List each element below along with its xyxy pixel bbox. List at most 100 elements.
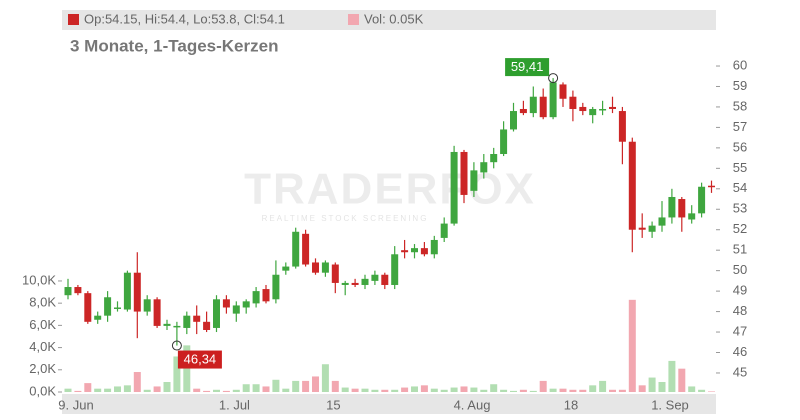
candle-body bbox=[292, 231, 300, 267]
candle-body bbox=[282, 266, 290, 271]
volume-bar bbox=[589, 385, 597, 392]
candle-body bbox=[658, 217, 666, 226]
candle-body bbox=[193, 315, 201, 322]
candle-body bbox=[618, 111, 626, 142]
candle-body bbox=[391, 254, 399, 285]
candle-body bbox=[411, 248, 418, 253]
candle-body bbox=[450, 151, 458, 224]
candle-layer bbox=[64, 78, 715, 346]
volume-bar bbox=[391, 389, 399, 392]
x-tick-label: 1. Sep bbox=[651, 397, 689, 412]
annotation-label: 46,34 bbox=[184, 351, 217, 366]
volume-bar bbox=[331, 380, 339, 392]
y-tick-label: 56 bbox=[733, 139, 747, 154]
candle-body bbox=[64, 287, 72, 296]
volume-bar bbox=[242, 384, 250, 392]
volume-bar bbox=[312, 376, 319, 392]
volume-bar bbox=[470, 387, 478, 392]
volume-bar bbox=[74, 390, 82, 392]
volume-bar bbox=[361, 388, 369, 392]
candle-body bbox=[232, 305, 240, 314]
candle-body bbox=[401, 250, 409, 253]
volume-bar bbox=[222, 390, 230, 392]
candle-body bbox=[609, 106, 616, 109]
y-tick-label: 58 bbox=[733, 98, 747, 113]
annotation-marker bbox=[548, 73, 559, 84]
annotation-box bbox=[505, 58, 550, 77]
subtitle: 3 Monate, 1-Tages-Kerzen bbox=[70, 36, 278, 55]
x-axis-bar bbox=[62, 394, 716, 414]
volume-label: Vol: 0.05K bbox=[364, 11, 424, 26]
volume-bar bbox=[480, 389, 488, 392]
y-tick-label: 45 bbox=[733, 364, 747, 379]
watermark: TRADERFOX bbox=[244, 165, 536, 214]
volume-bar bbox=[292, 380, 300, 392]
candle-body bbox=[123, 272, 131, 310]
candle-body bbox=[480, 162, 488, 173]
volume-bar bbox=[539, 380, 547, 392]
candle-body bbox=[133, 272, 141, 312]
y2-tick-label: 6,0K bbox=[29, 317, 56, 332]
volume-bar bbox=[529, 390, 537, 392]
volume-bar bbox=[123, 385, 131, 392]
volume-bar bbox=[579, 389, 587, 392]
volume-bar bbox=[193, 388, 201, 392]
y2-tick-label: 2,0K bbox=[29, 361, 56, 376]
candle-body bbox=[628, 141, 636, 230]
candle-body bbox=[222, 299, 230, 308]
volume-bar bbox=[282, 388, 290, 392]
candle-body bbox=[272, 274, 280, 300]
volume-bar bbox=[450, 387, 458, 392]
volume-bar bbox=[708, 391, 715, 392]
candle-body bbox=[638, 227, 646, 230]
volume-bar bbox=[668, 360, 676, 392]
y-tick-label: 59 bbox=[733, 78, 747, 93]
candle-body bbox=[153, 299, 161, 326]
candle-body bbox=[648, 225, 656, 232]
candle-body bbox=[351, 282, 359, 285]
volume-bar bbox=[500, 389, 508, 392]
watermark-sub: REALTIME STOCK SCREENING bbox=[262, 214, 429, 223]
volume-swatch bbox=[348, 14, 359, 25]
candle-body bbox=[589, 108, 597, 116]
header-bar bbox=[62, 10, 716, 30]
y-tick-label: 60 bbox=[733, 57, 747, 72]
volume-bar bbox=[401, 387, 409, 392]
volume-layer bbox=[64, 299, 715, 392]
volume-bar bbox=[183, 345, 191, 392]
volume-bar bbox=[658, 382, 666, 392]
volume-bar bbox=[163, 382, 171, 392]
volume-bar bbox=[272, 379, 280, 392]
candle-body bbox=[490, 154, 498, 163]
candle-body bbox=[173, 325, 181, 328]
candle-body bbox=[262, 289, 270, 302]
candle-body bbox=[341, 282, 349, 285]
candle-body bbox=[470, 170, 478, 191]
candle-body bbox=[698, 186, 706, 214]
x-tick-label: 9. Jun bbox=[58, 397, 93, 412]
volume-bar bbox=[114, 386, 121, 392]
volume-bar bbox=[559, 388, 567, 392]
candle-body bbox=[519, 108, 527, 114]
candle-body bbox=[569, 96, 577, 109]
ohlc-swatch bbox=[68, 14, 79, 25]
candle-body bbox=[668, 196, 676, 218]
volume-bar bbox=[341, 387, 349, 392]
volume-bar bbox=[232, 389, 240, 392]
volume-bar bbox=[213, 389, 220, 392]
volume-bar bbox=[173, 356, 181, 392]
volume-bar bbox=[490, 384, 498, 392]
candle-body bbox=[420, 248, 428, 255]
x-tick-label: 15 bbox=[326, 397, 340, 412]
volume-bar bbox=[203, 390, 211, 392]
candle-body bbox=[371, 274, 379, 281]
candle-body bbox=[500, 129, 508, 155]
y-tick-label: 53 bbox=[733, 201, 747, 216]
candle-body bbox=[678, 199, 686, 218]
candle-body bbox=[312, 262, 319, 273]
candle-body bbox=[114, 307, 121, 309]
y2-tick-label: 8,0K bbox=[29, 295, 56, 310]
volume-bar bbox=[648, 377, 656, 392]
candle-body bbox=[143, 299, 151, 312]
